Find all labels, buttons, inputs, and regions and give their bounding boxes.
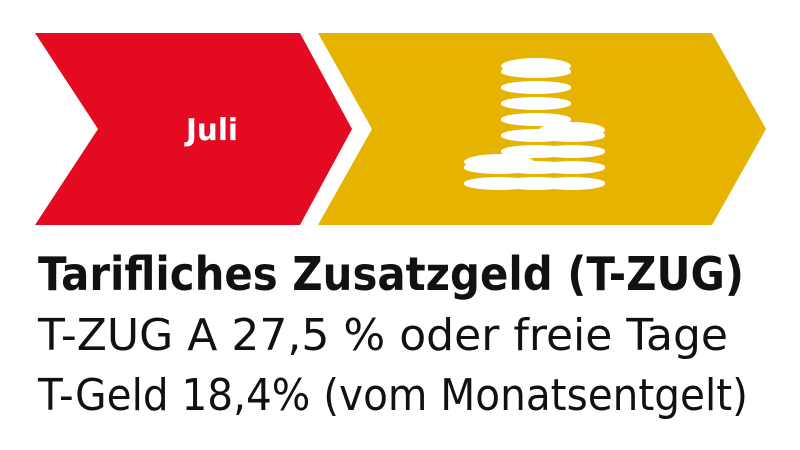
step-label: Juli — [184, 113, 238, 148]
coin — [464, 177, 534, 190]
coin — [539, 161, 605, 174]
coin — [464, 154, 534, 170]
line: T-Geld 18,4% (vom Monatsentgelt) — [37, 370, 748, 421]
coin — [501, 81, 571, 94]
title: Tarifliches Zusatzgeld (T-ZUG) — [38, 247, 744, 301]
coin — [501, 58, 571, 74]
coin — [501, 113, 571, 126]
coins-icon — [464, 58, 605, 190]
coin — [539, 122, 605, 138]
line: T-ZUG A 27,5 % oder freie Tage — [37, 310, 728, 361]
coin — [539, 177, 605, 190]
red-arrow — [35, 33, 352, 225]
coin — [501, 97, 571, 110]
coin — [539, 145, 605, 158]
